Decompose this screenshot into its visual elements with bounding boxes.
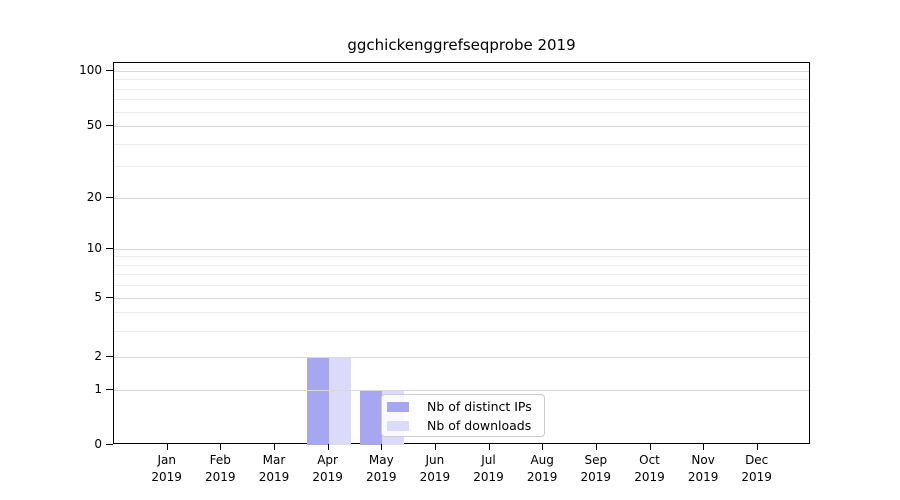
x-tick-9 — [649, 444, 651, 450]
y-tick-label-50: 50 — [86, 118, 102, 132]
x-tick-2 — [274, 444, 275, 450]
x-tick-10 — [703, 444, 705, 450]
plot-area: Nb of distinct IPs Nb of downloads — [113, 62, 810, 445]
x-tick-label-jul: Jul 2019 — [473, 453, 504, 484]
x-tick-label-nov: Nov 2019 — [687, 453, 719, 484]
y-tick-50 — [106, 125, 113, 126]
legend-swatch-downloads — [387, 421, 409, 431]
gridline-y-70 — [114, 99, 809, 101]
x-tick-7 — [542, 444, 544, 450]
x-tick-label-dec: Dec 2019 — [741, 453, 772, 484]
gridline-y-6 — [114, 285, 809, 287]
gridline-y-5 — [114, 298, 809, 299]
x-tick-8 — [595, 444, 597, 450]
x-tick-4 — [381, 444, 383, 450]
y-tick-1 — [106, 389, 113, 390]
x-tick-5 — [434, 444, 436, 450]
y-tick-label-20: 20 — [86, 190, 102, 204]
y-tick-100 — [106, 70, 113, 71]
gridline-y-50 — [114, 126, 809, 127]
y-tick-10 — [106, 248, 113, 249]
bar-apr-series1 — [328, 357, 351, 445]
x-tick-6 — [488, 444, 490, 450]
legend: Nb of distinct IPs Nb of downloads — [381, 394, 545, 437]
gridline-y-10 — [114, 249, 809, 250]
y-tick-0 — [106, 443, 113, 445]
gridline-y-3 — [114, 330, 809, 332]
y-tick-label-10: 10 — [86, 241, 102, 255]
x-tick-3 — [327, 444, 329, 450]
gridline-y-90 — [114, 79, 809, 81]
chart-title: ggchickenggrefseqprobe 2019 — [347, 36, 576, 54]
gridline-y-1 — [114, 390, 809, 391]
x-tick-1 — [220, 444, 222, 450]
y-tick-label-1: 1 — [94, 382, 102, 396]
y-tick-20 — [106, 197, 113, 198]
gridline-y-8 — [114, 264, 809, 266]
gridline-y-7 — [114, 274, 809, 276]
x-tick-label-oct: Oct 2019 — [634, 453, 665, 484]
gridline-y-9 — [114, 256, 809, 258]
gridline-y-4 — [114, 312, 809, 314]
gridline-y-20 — [114, 198, 809, 199]
x-tick-11 — [756, 444, 758, 450]
legend-swatch-distinct-ips — [387, 402, 409, 412]
y-tick-label-100: 100 — [79, 63, 102, 77]
y-tick-5 — [106, 297, 113, 298]
x-tick-label-sep: Sep 2019 — [580, 453, 612, 484]
legend-label-downloads: Nb of downloads — [427, 418, 532, 433]
y-tick-label-2: 2 — [94, 349, 102, 363]
gridline-y-100 — [114, 71, 809, 72]
x-tick-label-may: May 2019 — [366, 453, 397, 484]
legend-label-distinct-ips: Nb of distinct IPs — [427, 399, 532, 414]
gridline-y-30 — [114, 166, 809, 168]
gridline-y-60 — [114, 111, 809, 113]
x-tick-label-jan: Jan 2019 — [151, 453, 182, 484]
x-tick-label-aug: Aug 2019 — [526, 453, 558, 484]
bar-apr-series0 — [306, 357, 329, 445]
gridline-y-80 — [114, 88, 809, 90]
y-tick-2 — [106, 356, 113, 357]
y-tick-label-5: 5 — [94, 290, 102, 304]
y-tick-label-0: 0 — [94, 436, 102, 451]
gridline-y-2 — [114, 357, 809, 358]
x-tick-label-apr: Apr 2019 — [312, 453, 343, 484]
bar-may-series0 — [360, 390, 383, 445]
gridline-y-40 — [114, 143, 809, 145]
x-tick-label-jun: Jun 2019 — [419, 453, 451, 484]
x-tick-label-feb: Feb 2019 — [205, 453, 236, 484]
x-tick-label-mar: Mar 2019 — [258, 453, 290, 484]
x-tick-0 — [166, 444, 168, 450]
